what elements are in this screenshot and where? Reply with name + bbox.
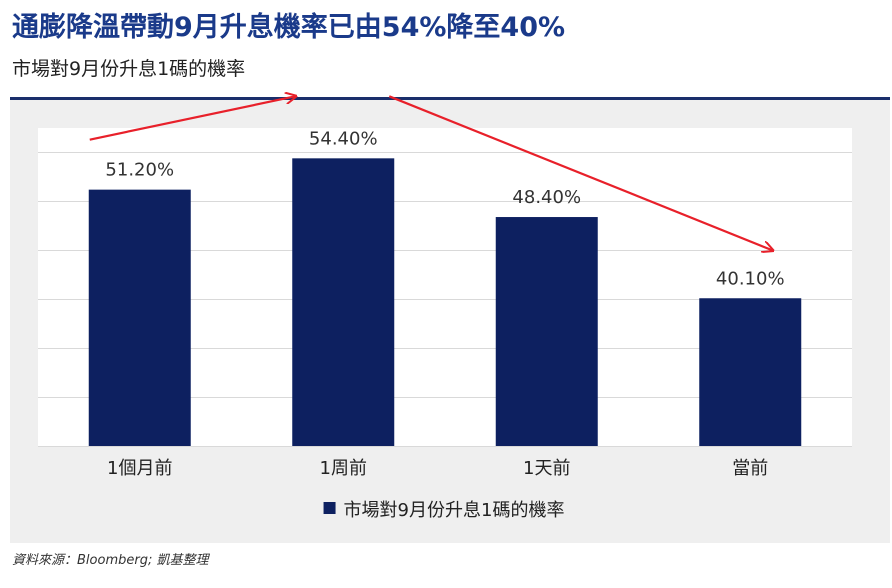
title-divider xyxy=(10,97,890,100)
bar xyxy=(495,217,598,446)
up-arrow xyxy=(89,96,296,141)
data-label: 54.40% xyxy=(309,128,378,149)
data-label: 51.20% xyxy=(105,160,174,181)
bar xyxy=(88,189,191,447)
source-note: 資料來源：Bloomberg; 凱基整理 xyxy=(12,553,209,568)
category-label: 1天前 xyxy=(523,458,570,479)
down-arrow xyxy=(388,95,772,250)
legend-swatch xyxy=(323,502,336,514)
bar xyxy=(699,298,802,446)
data-label: 40.10% xyxy=(716,268,785,289)
category-label: 1個月前 xyxy=(107,458,172,479)
category-label: 1周前 xyxy=(320,458,367,479)
chart-title: 通膨降溫帶動9月升息機率已由54%降至40% xyxy=(12,12,566,43)
legend-label: 市場對9月份升息1碼的機率 xyxy=(344,500,565,521)
data-label: 48.40% xyxy=(512,187,581,208)
category-label: 當前 xyxy=(732,458,768,479)
chart-subtitle: 市場對9月份升息1碼的機率 xyxy=(12,58,246,80)
bar xyxy=(292,158,395,446)
